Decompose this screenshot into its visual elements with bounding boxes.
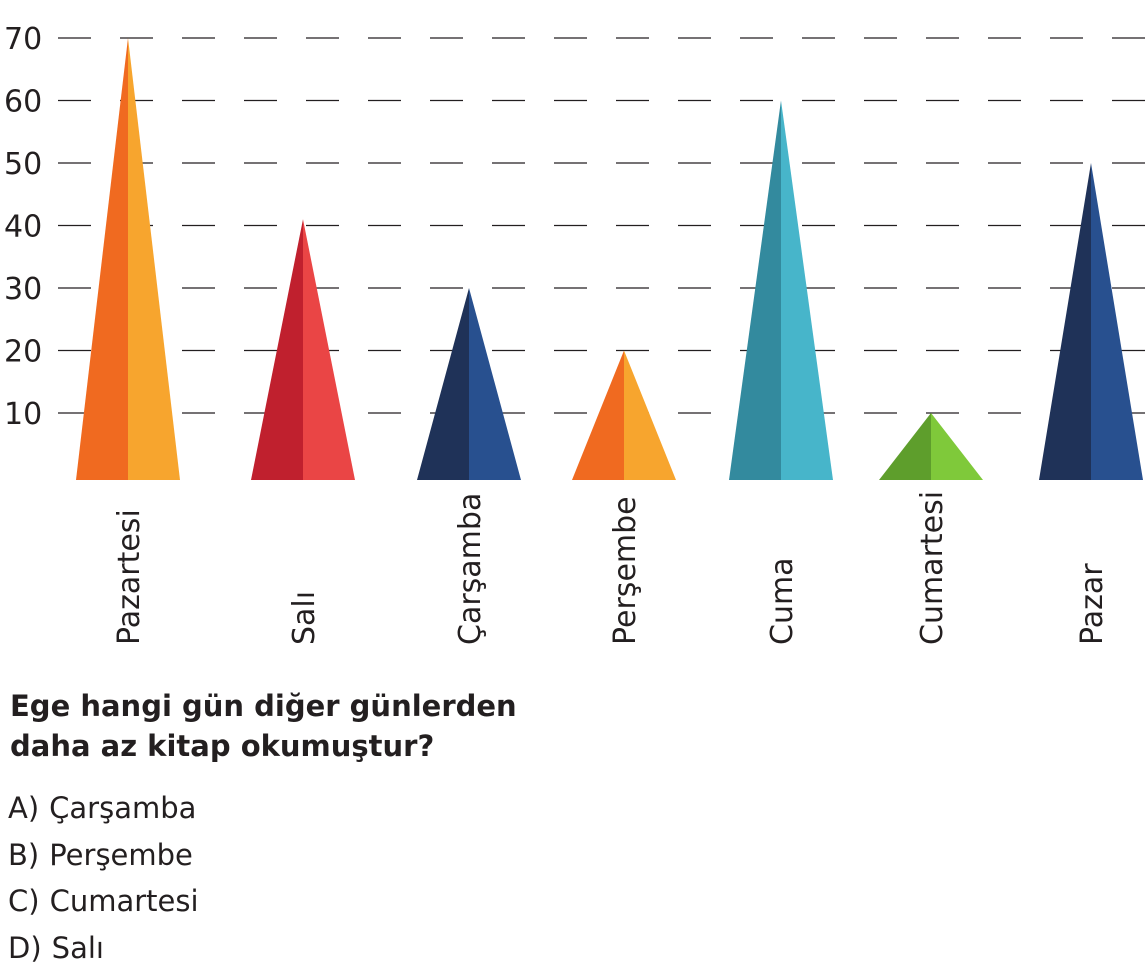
option-d[interactable]: D)Salı	[8, 925, 199, 971]
y-tick-label: 20	[4, 335, 42, 370]
y-tick-label: 30	[4, 272, 42, 307]
x-category-label: Pazar	[1075, 563, 1110, 645]
option-c[interactable]: C)Cumartesi	[8, 878, 199, 925]
bar-right-face	[128, 38, 180, 480]
question-text: Ege hangi gün diğer günlerden daha az ki…	[10, 686, 570, 766]
y-tick-label: 10	[4, 397, 42, 432]
bar-right-face	[781, 101, 833, 481]
y-tick-label: 50	[4, 147, 42, 182]
bar-chart: 10 20 30 40 50 60 70 Pazartesi Salı Çarşamba Perş…	[0, 0, 1148, 660]
bar-3	[572, 351, 676, 481]
option-text: Cumartesi	[50, 878, 199, 925]
y-axis-ticks: 10 20 30 40 50 60 70	[4, 22, 42, 432]
option-letter: A)	[8, 785, 39, 832]
option-letter: B)	[8, 832, 39, 879]
bar-2	[417, 288, 521, 480]
bar-0	[76, 38, 180, 480]
bar-right-face	[303, 219, 355, 480]
bar-5	[879, 413, 983, 480]
question-line-1: Ege hangi gün diğer günlerden	[10, 686, 570, 726]
x-category-label: Çarşamba	[453, 493, 488, 645]
bar-4	[729, 101, 833, 481]
x-axis-labels: Pazartesi Salı Çarşamba Perşembe Cuma Cumarte…	[112, 491, 1110, 645]
x-category-label: Cuma	[765, 557, 800, 645]
y-tick-label: 70	[4, 22, 42, 57]
x-category-label: Cumartesi	[915, 491, 950, 645]
option-b[interactable]: B)Perşembe	[8, 832, 199, 879]
bar-right-face	[1091, 163, 1143, 480]
bars	[76, 38, 1143, 480]
x-category-label: Salı	[287, 591, 322, 645]
x-category-label: Pazartesi	[112, 509, 147, 645]
y-tick-label: 60	[4, 85, 42, 120]
bar-right-face	[624, 351, 676, 481]
bar-6	[1039, 163, 1143, 480]
option-text: Çarşamba	[49, 785, 196, 832]
option-text: Perşembe	[49, 832, 193, 879]
y-tick-label: 40	[4, 210, 42, 245]
bar-left-face	[879, 413, 931, 480]
option-a[interactable]: A)Çarşamba	[8, 785, 199, 832]
bar-left-face	[251, 219, 303, 480]
bar-right-face	[469, 288, 521, 480]
answer-options: A)Çarşamba B)Perşembe C)Cumartesi D)Salı	[8, 785, 199, 971]
bar-right-face	[931, 413, 983, 480]
option-text: Salı	[52, 925, 104, 971]
bar-left-face	[1039, 163, 1091, 480]
gridlines	[58, 38, 1145, 413]
bar-left-face	[76, 38, 128, 480]
bar-left-face	[572, 351, 624, 481]
bar-left-face	[417, 288, 469, 480]
bar-1	[251, 219, 355, 480]
option-letter: D)	[8, 925, 42, 971]
bar-left-face	[729, 101, 781, 481]
option-letter: C)	[8, 878, 40, 925]
question-line-2: daha az kitap okumuştur?	[10, 726, 570, 766]
x-category-label: Perşembe	[608, 496, 643, 645]
